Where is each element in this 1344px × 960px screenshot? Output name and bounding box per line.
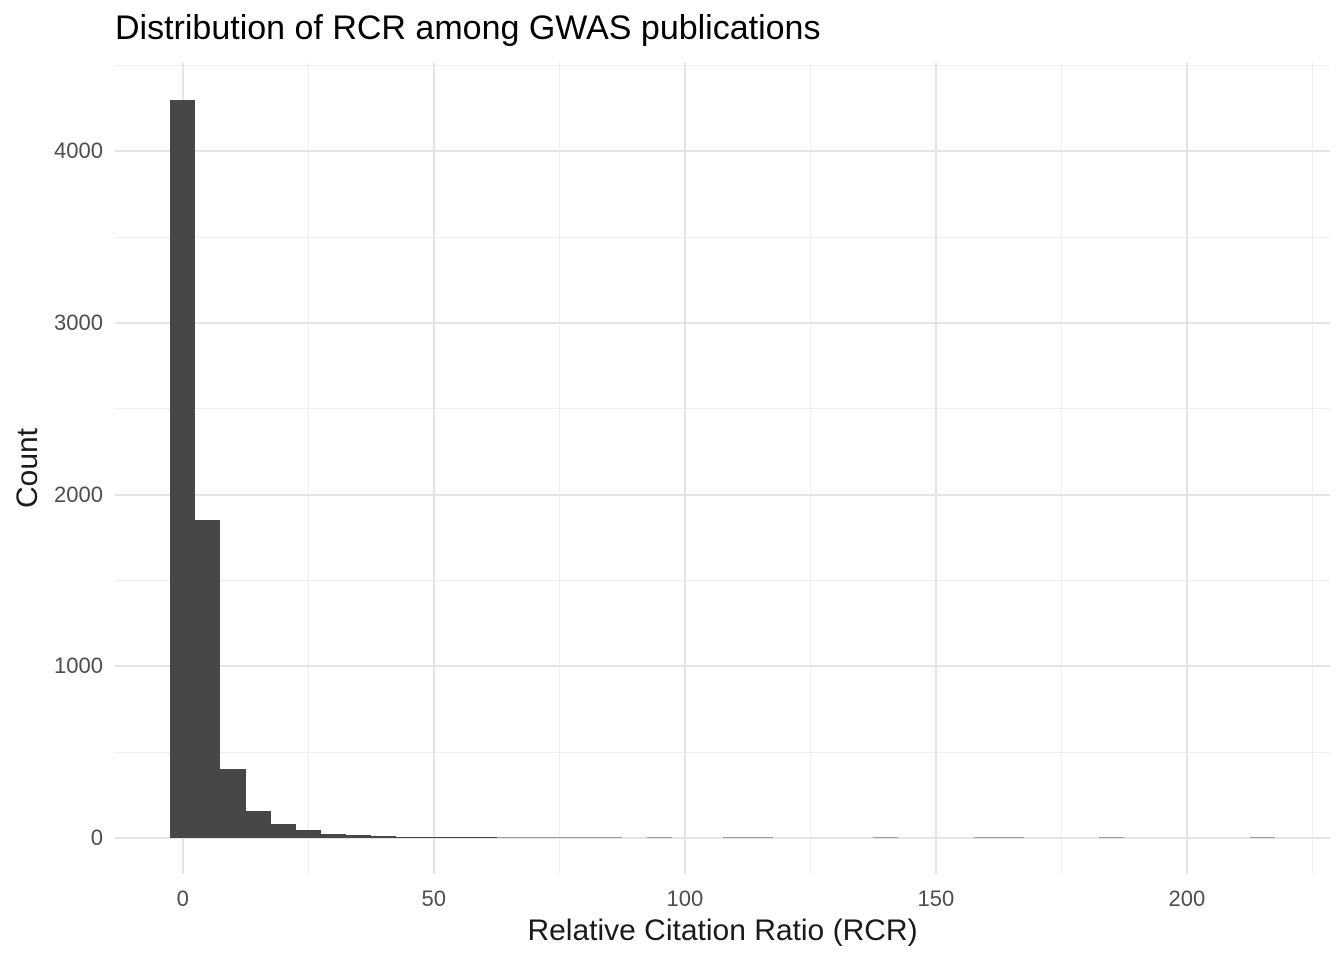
x-minor-gridline	[1311, 63, 1313, 874]
y-tick-label: 4000	[54, 138, 103, 164]
histogram-bar	[873, 837, 899, 838]
y-minor-gridline	[115, 751, 1330, 753]
x-tick-label: 100	[666, 886, 704, 911]
histogram-bar	[722, 837, 748, 838]
x-major-gridline	[1185, 63, 1188, 874]
x-major-gridline	[683, 63, 686, 874]
histogram-bar	[647, 837, 673, 838]
histogram-bar	[446, 837, 472, 838]
histogram-bar	[195, 520, 221, 838]
x-tick-label: 0	[176, 886, 189, 911]
x-minor-gridline	[1060, 63, 1062, 874]
x-major-gridline	[432, 63, 435, 874]
histogram-bar	[220, 769, 246, 838]
x-tick-label: 200	[1168, 886, 1206, 911]
histogram-bar	[1099, 837, 1125, 838]
histogram-bar	[421, 837, 447, 838]
x-minor-gridline	[307, 63, 309, 874]
x-minor-gridline	[809, 63, 811, 874]
y-major-gridline	[115, 150, 1330, 153]
histogram-bar	[1249, 837, 1275, 838]
histogram-bar	[295, 830, 321, 838]
y-axis-title: Count	[11, 427, 44, 509]
histogram-bar	[571, 837, 597, 838]
y-tick-label: 3000	[54, 310, 103, 336]
y-tick-label: 1000	[54, 653, 103, 679]
y-tick-label: 2000	[54, 481, 103, 507]
histogram-bar	[546, 837, 572, 838]
y-minor-gridline	[115, 580, 1330, 582]
y-major-gridline	[115, 837, 1330, 839]
x-axis-title: Relative Citation Ratio (RCR)	[527, 914, 918, 947]
y-tick-label: 0	[90, 825, 103, 850]
histogram-bar	[396, 836, 422, 838]
histogram-bar	[245, 810, 271, 838]
y-major-gridline	[115, 322, 1330, 325]
y-minor-gridline	[115, 408, 1330, 410]
histogram-bar	[496, 837, 522, 838]
x-major-gridline	[934, 63, 937, 874]
histogram-bar	[371, 836, 397, 838]
y-major-gridline	[115, 493, 1330, 496]
histogram-bar	[270, 823, 296, 838]
histogram-bar	[973, 837, 999, 838]
histogram-bar	[471, 837, 497, 838]
histogram-bar	[521, 837, 547, 838]
histogram-bar	[345, 835, 372, 838]
histogram-bar	[320, 833, 346, 838]
x-tick-label: 150	[917, 886, 955, 911]
y-minor-gridline	[115, 236, 1330, 238]
x-tick-label: 50	[421, 886, 447, 911]
x-minor-gridline	[558, 63, 560, 874]
y-minor-gridline	[115, 65, 1330, 67]
plot-title: Distribution of RCR among GWAS publicati…	[115, 9, 821, 47]
histogram-bar	[747, 837, 773, 838]
histogram-bar	[998, 837, 1024, 838]
plot-panel	[115, 63, 1330, 874]
y-major-gridline	[115, 665, 1330, 668]
histogram-bar	[170, 99, 196, 838]
histogram-bar	[596, 837, 623, 838]
